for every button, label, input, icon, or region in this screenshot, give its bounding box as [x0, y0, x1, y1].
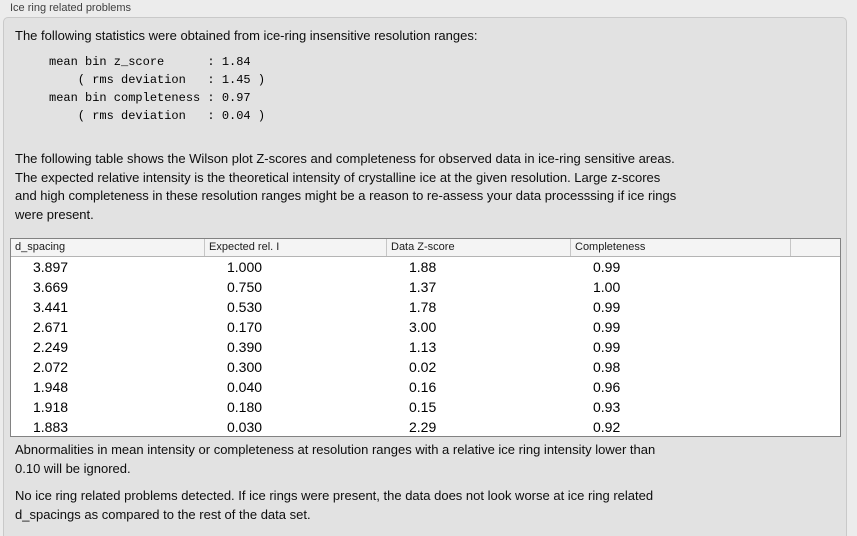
cell-d-spacing: 3.669 — [33, 279, 69, 295]
table-header-d-spacing[interactable]: d_spacing — [11, 239, 205, 256]
cell-d-spacing: 1.918 — [33, 399, 69, 415]
cell-completeness: 0.93 — [593, 399, 621, 415]
cell-expected-rel-i: 0.750 — [227, 279, 263, 295]
cell-data-z-score: 2.29 — [409, 419, 437, 435]
table-row[interactable]: 2.249 0.390 1.13 0.99 — [11, 337, 840, 357]
ignore-note-text: Abnormalities in mean intensity or compl… — [15, 442, 656, 476]
cell-data-z-score: 1.78 — [409, 299, 437, 315]
cell-data-z-score: 3.00 — [409, 319, 437, 335]
cell-expected-rel-i: 0.390 — [227, 339, 263, 355]
cell-completeness: 0.99 — [593, 259, 621, 275]
groupbox-title: Ice ring related problems — [10, 2, 132, 14]
conclusion-text: No ice ring related problems detected. I… — [15, 488, 654, 522]
cell-data-z-score: 0.02 — [409, 359, 437, 375]
cell-completeness: 0.98 — [593, 359, 621, 375]
cell-expected-rel-i: 1.000 — [227, 259, 263, 275]
table-header-filler — [791, 239, 840, 256]
cell-data-z-score: 0.16 — [409, 379, 437, 395]
table-header-data-z-score[interactable]: Data Z-score — [387, 239, 571, 256]
cell-d-spacing: 2.072 — [33, 359, 69, 375]
table-row[interactable]: 2.671 0.170 3.00 0.99 — [11, 317, 840, 337]
cell-data-z-score: 1.88 — [409, 259, 437, 275]
cell-completeness: 0.92 — [593, 419, 621, 435]
table-row[interactable]: 1.883 0.030 2.29 0.92 — [11, 417, 840, 436]
ice-ring-table[interactable]: d_spacing Expected rel. I Data Z-score C… — [10, 238, 841, 437]
stats-intro-text: The following statistics were obtained f… — [15, 28, 478, 43]
table-row[interactable]: 1.918 0.180 0.15 0.93 — [11, 397, 840, 417]
cell-expected-rel-i: 0.040 — [227, 379, 263, 395]
cell-expected-rel-i: 0.300 — [227, 359, 263, 375]
cell-d-spacing: 2.671 — [33, 319, 69, 335]
cell-expected-rel-i: 0.530 — [227, 299, 263, 315]
table-row[interactable]: 2.072 0.300 0.02 0.98 — [11, 357, 840, 377]
cell-completeness: 0.99 — [593, 319, 621, 335]
cell-expected-rel-i: 0.180 — [227, 399, 263, 415]
cell-d-spacing: 2.249 — [33, 339, 69, 355]
table-row[interactable]: 3.669 0.750 1.37 1.00 — [11, 277, 840, 297]
cell-completeness: 1.00 — [593, 279, 621, 295]
table-row[interactable]: 3.897 1.000 1.88 0.99 — [11, 257, 840, 277]
cell-expected-rel-i: 0.030 — [227, 419, 263, 435]
cell-d-spacing: 1.883 — [33, 419, 69, 435]
cell-expected-rel-i: 0.170 — [227, 319, 263, 335]
cell-d-spacing: 3.441 — [33, 299, 69, 315]
cell-completeness: 0.99 — [593, 339, 621, 355]
table-row[interactable]: 3.441 0.530 1.78 0.99 — [11, 297, 840, 317]
table-header-expected-rel-i[interactable]: Expected rel. I — [205, 239, 387, 256]
cell-data-z-score: 1.13 — [409, 339, 437, 355]
table-row[interactable]: 1.948 0.040 0.16 0.96 — [11, 377, 840, 397]
table-header-completeness[interactable]: Completeness — [571, 239, 791, 256]
cell-d-spacing: 1.948 — [33, 379, 69, 395]
cell-data-z-score: 0.15 — [409, 399, 437, 415]
ice-ring-groupbox: The following statistics were obtained f… — [3, 17, 847, 536]
stats-values-block: mean bin z_score : 1.84 ( rms deviation … — [49, 55, 266, 123]
cell-completeness: 0.99 — [593, 299, 621, 315]
cell-d-spacing: 3.897 — [33, 259, 69, 275]
cell-data-z-score: 1.37 — [409, 279, 437, 295]
cell-completeness: 0.96 — [593, 379, 621, 395]
table-header-row: d_spacing Expected rel. I Data Z-score C… — [11, 239, 840, 257]
table-description-text: The following table shows the Wilson plo… — [15, 151, 677, 222]
